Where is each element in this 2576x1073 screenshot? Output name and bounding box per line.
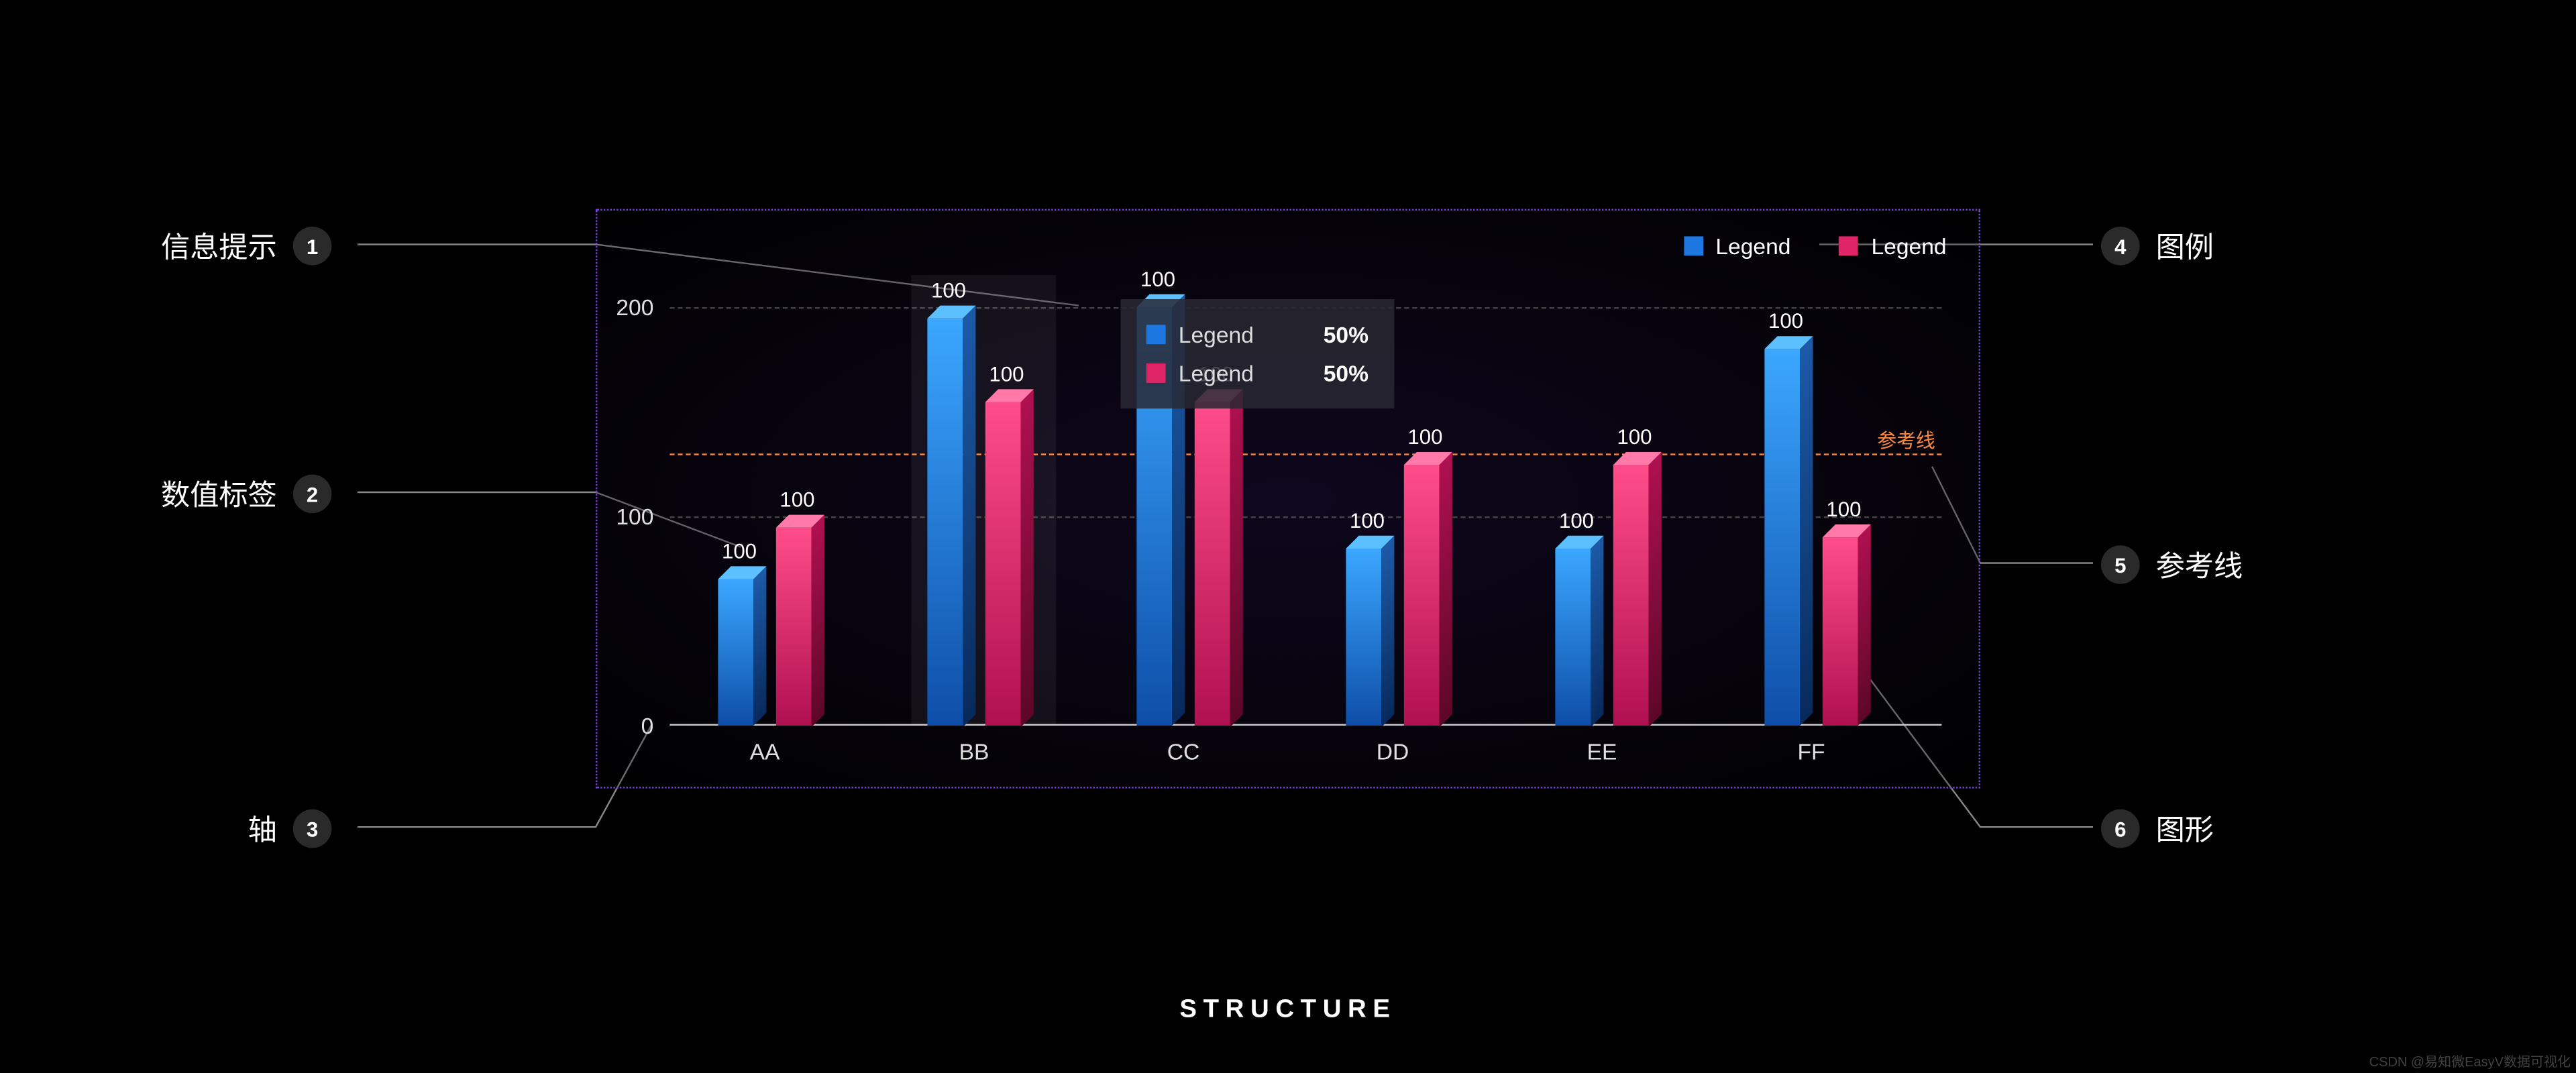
x-tick: AA bbox=[750, 738, 780, 764]
legend-swatch-blue bbox=[1683, 236, 1703, 256]
bar-label: 100 bbox=[989, 361, 1024, 385]
annotation-refline: 5 参考线 bbox=[2101, 544, 2243, 585]
bar-pink[interactable]: 100 bbox=[985, 401, 1021, 726]
tooltip-value: 50% bbox=[1324, 322, 1368, 347]
annotation-label: 信息提示 bbox=[161, 225, 277, 267]
y-tick: 0 bbox=[641, 713, 654, 738]
chart-frame: Legend Legend 200 100 0 参考线 1001001001 bbox=[596, 209, 1980, 789]
y-tick: 100 bbox=[616, 504, 653, 529]
bar-blue[interactable]: 100 bbox=[1346, 548, 1381, 726]
annotation-badge: 2 bbox=[293, 475, 332, 514]
bar-label: 100 bbox=[1350, 508, 1385, 532]
tooltip-value: 50% bbox=[1324, 360, 1368, 386]
tooltip: Legend 50% Legend 50% bbox=[1120, 299, 1394, 408]
bar-blue[interactable]: 100 bbox=[927, 318, 963, 726]
legend-label: Legend bbox=[1715, 233, 1790, 259]
bar-pink[interactable]: 100 bbox=[1195, 401, 1230, 726]
legend-swatch-pink bbox=[1839, 236, 1858, 256]
bar-pink[interactable]: 100 bbox=[1613, 464, 1649, 726]
bar-label: 100 bbox=[1768, 308, 1803, 333]
tooltip-swatch-pink bbox=[1146, 363, 1166, 383]
legend: Legend Legend bbox=[1683, 233, 1946, 259]
bar-label: 100 bbox=[780, 487, 814, 511]
annotation-badge: 3 bbox=[293, 809, 332, 848]
plot-area: 200 100 0 参考线 10010010010010010010010010… bbox=[669, 307, 1941, 726]
x-tick: FF bbox=[1797, 738, 1825, 764]
bar-label: 100 bbox=[1140, 267, 1175, 291]
subtitle: STRUCTURE bbox=[1179, 996, 1396, 1025]
tooltip-row: Legend 50% bbox=[1146, 315, 1368, 354]
annotation-tooltip: 信息提示 1 bbox=[161, 225, 331, 267]
annotation-badge: 6 bbox=[2101, 809, 2140, 848]
tooltip-label: Legend bbox=[1179, 360, 1254, 386]
x-axis bbox=[669, 724, 1941, 726]
bar-blue[interactable]: 100 bbox=[718, 579, 753, 726]
y-tick: 200 bbox=[616, 294, 653, 320]
bar-label: 100 bbox=[1559, 508, 1594, 532]
gridline bbox=[669, 516, 1941, 518]
bar-label: 100 bbox=[722, 539, 757, 563]
annotation-label: 轴 bbox=[248, 807, 277, 849]
tooltip-row: Legend 50% bbox=[1146, 354, 1368, 393]
annotation-badge: 5 bbox=[2101, 545, 2140, 584]
bar-label: 100 bbox=[1826, 497, 1861, 521]
x-tick: BB bbox=[959, 738, 989, 764]
bar-label: 100 bbox=[1617, 424, 1652, 448]
annotation-label: 数值标签 bbox=[161, 473, 277, 514]
legend-item-blue[interactable]: Legend bbox=[1683, 233, 1790, 259]
annotation-label: 图形 bbox=[2156, 807, 2214, 849]
bar-pink[interactable]: 100 bbox=[776, 527, 812, 726]
annotation-legend: 4 图例 bbox=[2101, 225, 2214, 267]
annotation-shape: 6 图形 bbox=[2101, 807, 2214, 849]
reference-line: 参考线 bbox=[669, 453, 1941, 455]
annotation-badge: 4 bbox=[2101, 227, 2140, 266]
legend-item-pink[interactable]: Legend bbox=[1839, 233, 1946, 259]
annotation-label: 图例 bbox=[2156, 225, 2214, 267]
tooltip-label: Legend bbox=[1179, 322, 1254, 347]
x-tick: EE bbox=[1587, 738, 1617, 764]
annotation-label: 参考线 bbox=[2156, 544, 2243, 585]
annotation-data-label: 数值标签 2 bbox=[161, 473, 331, 514]
annotation-badge: 1 bbox=[293, 227, 332, 266]
bar-label: 100 bbox=[1407, 424, 1442, 448]
x-tick: DD bbox=[1377, 738, 1409, 764]
legend-label: Legend bbox=[1871, 233, 1946, 259]
annotation-axis: 轴 3 bbox=[248, 807, 332, 849]
bar-blue[interactable]: 100 bbox=[1555, 548, 1591, 726]
tooltip-swatch-blue bbox=[1146, 325, 1166, 344]
watermark: CSDN @易知微EasyV数据可视化 bbox=[2369, 1051, 2571, 1070]
bar-blue[interactable]: 100 bbox=[1764, 349, 1800, 726]
x-tick: CC bbox=[1167, 738, 1200, 764]
bar-pink[interactable]: 100 bbox=[1823, 537, 1858, 726]
bar-pink[interactable]: 100 bbox=[1404, 464, 1440, 726]
bar-label: 100 bbox=[931, 278, 966, 302]
refline-label: 参考线 bbox=[1877, 427, 1935, 454]
